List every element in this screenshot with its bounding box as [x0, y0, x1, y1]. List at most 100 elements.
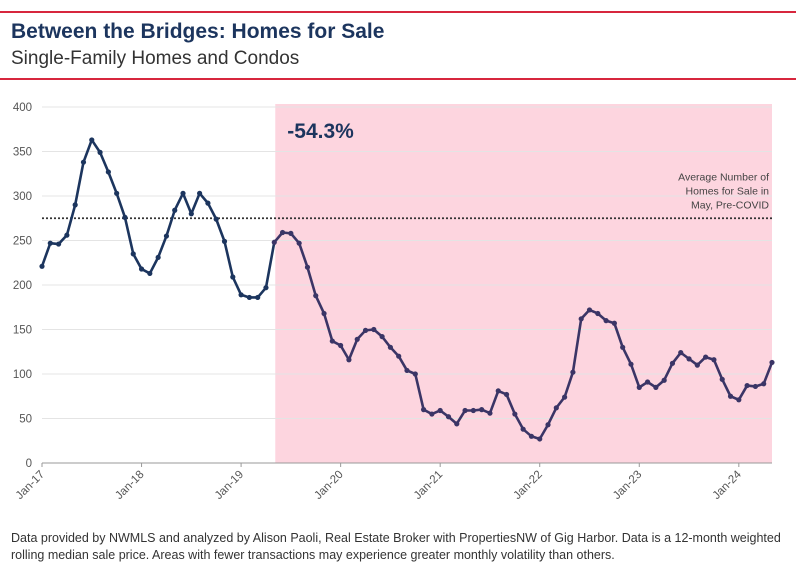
y-tick-label: 50: [19, 414, 32, 426]
data-point: [387, 344, 394, 350]
data-point: [661, 377, 667, 383]
data-point: [562, 394, 568, 400]
x-axis-ticks-layer: Jan-17 Jan-18 Jan-19 Jan-20 Jan-21 Jan-22 Jan-…: [14, 463, 745, 502]
data-point: [644, 379, 651, 385]
data-point: [155, 254, 161, 261]
data-point: [338, 342, 344, 349]
data-point: [138, 266, 145, 272]
data-point: [694, 362, 700, 368]
y-tick-label: 400: [13, 102, 32, 114]
data-point: [669, 360, 676, 366]
data-point: [678, 350, 684, 356]
data-point: [628, 361, 634, 367]
data-point: [537, 436, 543, 442]
data-point: [686, 356, 692, 362]
data-point: [329, 338, 335, 344]
y-tick-label: 150: [13, 325, 32, 337]
data-point: [620, 344, 626, 350]
x-tick-label: Jan-24: [711, 468, 745, 502]
data-point: [180, 190, 186, 196]
data-point: [130, 251, 136, 257]
data-point: [304, 264, 311, 270]
reference-line-label: Average Number of Homes for Sale in May, P…: [678, 171, 769, 211]
data-point: [197, 190, 203, 196]
data-point: [163, 233, 170, 239]
data-point: [653, 384, 659, 390]
data-point: [346, 357, 352, 363]
annotation-layer: -54.3%: [287, 120, 354, 143]
data-point: [470, 407, 476, 414]
data-point: [495, 388, 501, 394]
data-point: [80, 159, 87, 165]
data-point: [379, 334, 385, 340]
x-tick-label: Jan-21: [412, 469, 445, 502]
data-point: [105, 169, 111, 175]
data-point: [188, 211, 194, 217]
percent-change-label: -54.3%: [287, 120, 354, 143]
data-point: [553, 405, 559, 411]
data-point: [520, 426, 526, 432]
data-point: [313, 293, 319, 299]
data-point: [586, 307, 593, 313]
y-tick-label: 100: [13, 369, 32, 381]
y-tick-label: 200: [13, 280, 32, 292]
x-tick-label: Jan-20: [312, 469, 345, 502]
data-point: [570, 369, 576, 375]
data-point: [437, 407, 443, 414]
data-point: [711, 357, 717, 363]
data-point: [761, 381, 767, 387]
data-point: [727, 393, 734, 399]
data-point: [769, 359, 775, 366]
y-tick-label: 0: [26, 458, 32, 470]
data-point: [354, 336, 360, 342]
data-point: [454, 421, 460, 427]
data-point: [736, 397, 742, 403]
x-tick-label: Jan-18: [113, 469, 146, 502]
data-point: [296, 240, 302, 246]
data-point: [462, 407, 468, 414]
data-point: [479, 407, 485, 413]
data-point: [230, 274, 236, 280]
data-point: [404, 367, 410, 374]
y-tick-label: 350: [13, 147, 32, 159]
data-point: [362, 327, 369, 333]
data-point: [528, 433, 535, 439]
data-point: [279, 229, 286, 236]
data-point: [703, 354, 709, 360]
data-point: [503, 391, 510, 398]
data-point: [271, 239, 277, 245]
line-chart: 0 50 100 150 200 250 300 350 400 Jan-17 Jan-18 Jan…: [13, 102, 775, 502]
data-point: [420, 407, 427, 413]
x-tick-label: Jan-19: [213, 469, 246, 502]
data-point: [122, 214, 128, 220]
data-point: [205, 200, 211, 206]
y-tick-label: 250: [13, 236, 32, 248]
data-point: [445, 414, 452, 420]
data-point: [371, 326, 377, 333]
x-tick-label: Jan-17: [14, 469, 47, 502]
chart-subtitle: Single-Family Homes and Condos: [11, 48, 300, 69]
y-axis-ticks-layer: 0 50 100 150 200 250 300 350 400: [13, 102, 32, 470]
data-point: [744, 382, 750, 389]
data-point: [55, 241, 62, 247]
data-point: [238, 292, 244, 298]
data-point: [429, 411, 435, 417]
data-point: [578, 316, 584, 322]
data-point: [147, 270, 153, 277]
data-point: [221, 238, 228, 244]
data-point: [97, 149, 103, 155]
footer-note: Data provided by NWMLS and analyzed by A…: [11, 531, 781, 562]
data-point: [512, 411, 518, 417]
data-point: [603, 318, 609, 324]
reference-line-layer: Average Number of Homes for Sale in May, P…: [42, 171, 772, 220]
shaded-region-layer: [275, 104, 772, 463]
data-point: [72, 202, 78, 208]
data-point: [636, 384, 642, 390]
y-tick-label: 300: [13, 191, 32, 203]
data-point: [719, 376, 725, 382]
data-point: [172, 207, 178, 213]
data-point: [89, 137, 95, 143]
data-point: [487, 410, 493, 416]
data-point: [595, 310, 601, 317]
data-point: [39, 263, 45, 269]
